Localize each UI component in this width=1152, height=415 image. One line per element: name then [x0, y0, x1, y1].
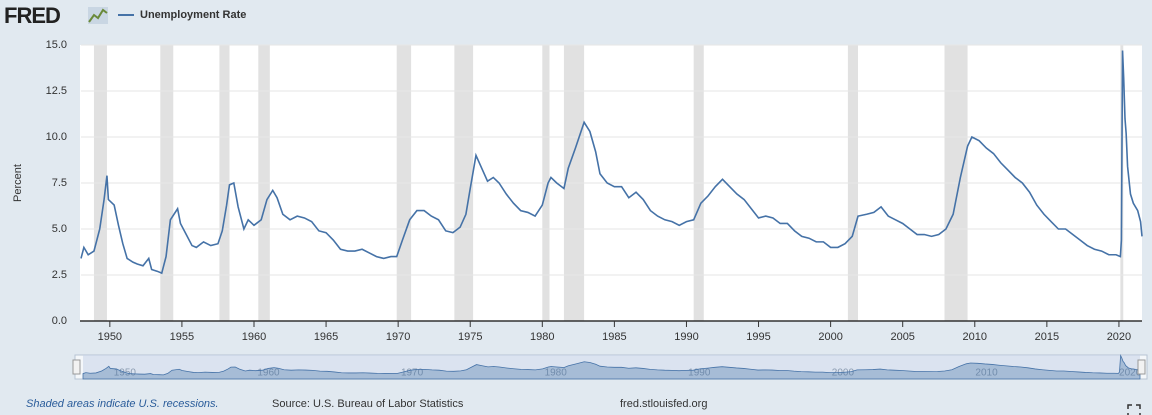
x-tick-label: 1965: [314, 331, 338, 343]
navigator-area: [82, 353, 1141, 380]
x-tick-label: 1985: [602, 331, 626, 343]
footnote: Shaded areas indicate U.S. recessions.: [26, 398, 219, 410]
x-tick-label: 2010: [963, 331, 987, 343]
y-tick-label: 0.0: [52, 315, 67, 327]
fullscreen-icon[interactable]: [1127, 404, 1141, 415]
x-tick-label: 2005: [890, 331, 914, 343]
y-tick-label: 10.0: [46, 131, 67, 143]
x-tick-label: 2015: [1035, 331, 1059, 343]
x-tick-label: 1955: [170, 331, 194, 343]
legend-label: Unemployment Rate: [140, 9, 246, 21]
y-tick-label: 7.5: [52, 177, 67, 189]
y-axis-label: Percent: [12, 164, 24, 202]
source: Source: U.S. Bureau of Labor Statistics: [272, 398, 464, 410]
navigator-handle[interactable]: [1137, 359, 1146, 375]
y-tick-label: 15.0: [46, 39, 67, 51]
navigator-tick-label: 1990: [688, 368, 711, 379]
navigator-tick-label: 1980: [545, 368, 568, 379]
logo: FRED: [4, 3, 60, 28]
x-tick-label: 2020: [1107, 331, 1131, 343]
x-tick-label: 1990: [674, 331, 698, 343]
x-tick-label: 1950: [98, 331, 122, 343]
y-tick-label: 12.5: [46, 85, 67, 97]
navigator-tick-label: 2020: [1119, 368, 1142, 379]
x-tick-label: 1975: [458, 331, 482, 343]
navigator-handle[interactable]: [72, 359, 81, 375]
navigator-tick-label: 1950: [114, 368, 137, 379]
site: fred.stlouisfed.org: [620, 398, 707, 410]
x-tick-label: 1960: [242, 331, 266, 343]
y-tick-label: 2.5: [52, 269, 67, 281]
navigator-tick-label: 1960: [257, 368, 280, 379]
x-tick-label: 1980: [530, 331, 554, 343]
navigator-tick-label: 1970: [401, 368, 424, 379]
x-tick-label: 1995: [746, 331, 770, 343]
series-line: [80, 50, 1143, 275]
logo-icon: [88, 7, 108, 24]
navigator-tick-label: 2000: [832, 368, 855, 379]
x-tick-label: 2000: [818, 331, 842, 343]
navigator-tick-label: 2010: [975, 368, 998, 379]
y-tick-label: 5.0: [52, 223, 67, 235]
x-tick-label: 1970: [386, 331, 410, 343]
